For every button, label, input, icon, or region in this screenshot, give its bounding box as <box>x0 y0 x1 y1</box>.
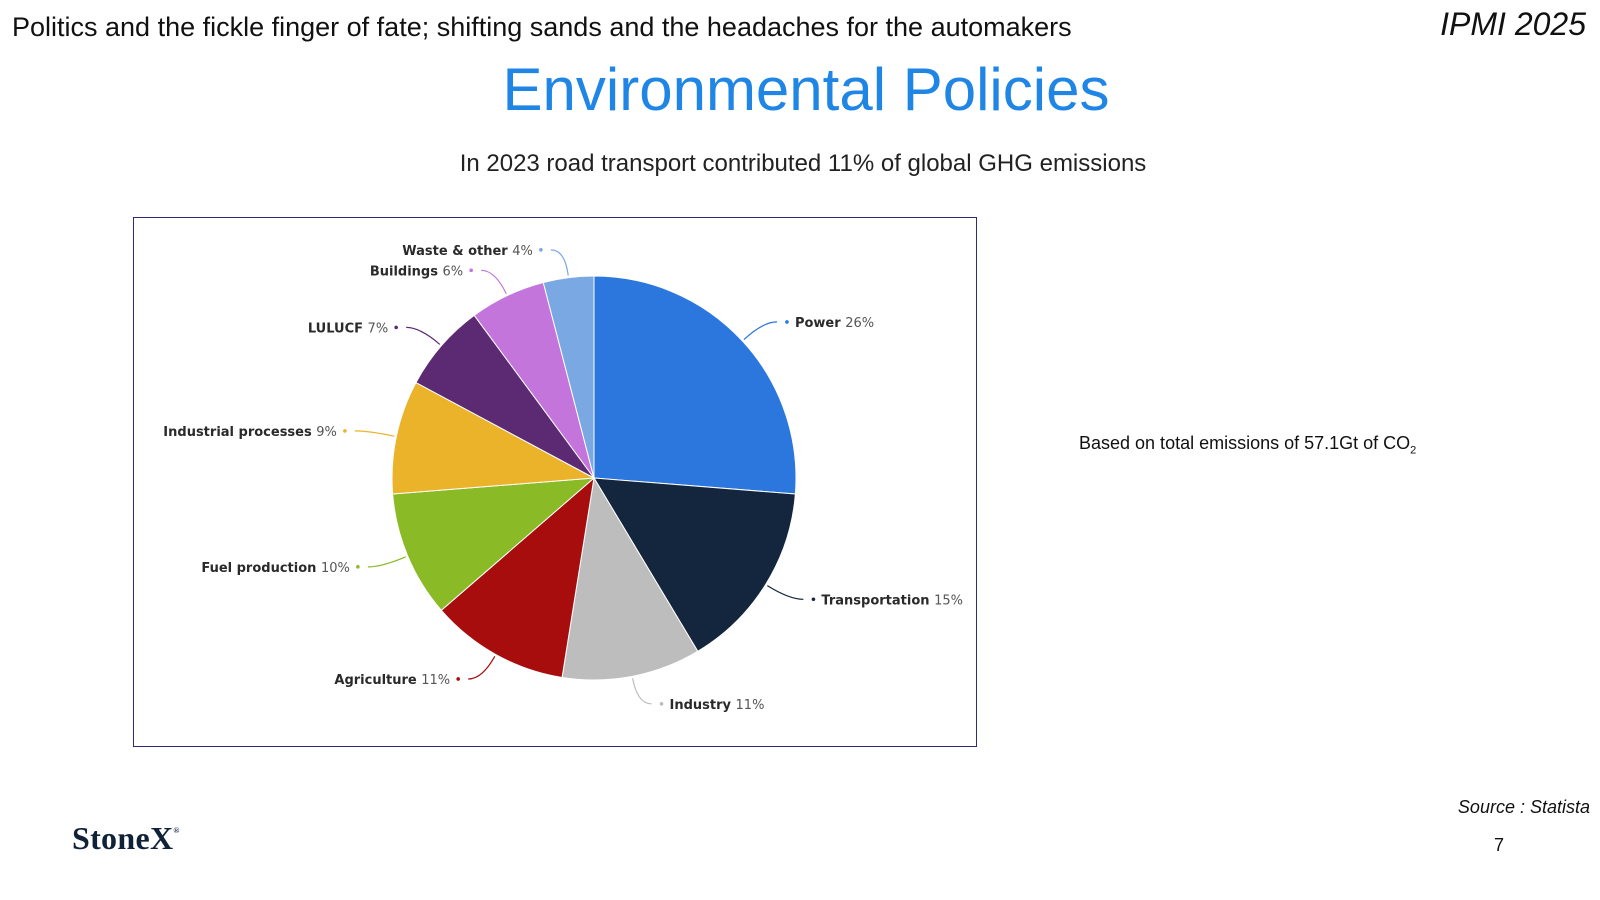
slice-label-name: Power <box>795 316 845 331</box>
label-dot-industry <box>659 702 664 706</box>
slice-label-name: Industry <box>670 698 736 713</box>
pie-slice-transportation <box>593 477 796 652</box>
slice-label-buildings: Buildings 6% <box>370 264 463 279</box>
pie-slice-fuel-production <box>392 477 596 611</box>
pie-slice-industry <box>561 476 699 681</box>
leader-line-transportation <box>766 585 804 600</box>
slice-label-value: 6% <box>443 264 464 279</box>
pie-chart: Power 26%Transportation 15%Industry 11%A… <box>163 244 963 713</box>
slice-label-value: 15% <box>934 593 963 608</box>
slice-labels: Power 26%Transportation 15%Industry 11%A… <box>163 244 963 713</box>
slice-label-name: Industrial processes <box>163 425 316 440</box>
emissions-note-text: Based on total emissions of 57.1Gt of CO <box>1079 433 1411 453</box>
pie-slice-agriculture <box>440 476 595 679</box>
slice-label-agriculture: Agriculture 11% <box>334 673 450 688</box>
leader-line-buildings <box>481 269 507 295</box>
slice-label-name: Agriculture <box>334 673 421 688</box>
label-dot-industrial-processes <box>343 429 347 433</box>
slice-label-value: 11% <box>736 698 765 713</box>
emissions-note-subscript: 2 <box>1410 444 1417 457</box>
pie-slice-industrial-processes <box>391 381 596 495</box>
slice-label-value: 26% <box>845 316 874 331</box>
stonex-logo: StoneX® <box>72 820 180 857</box>
slice-label-industry: Industry 11% <box>670 698 765 713</box>
pie-slice-waste-and-other <box>542 275 595 479</box>
slide-subtitle: In 2023 road transport contributed 11% o… <box>459 150 1147 177</box>
slice-label-value: 10% <box>321 561 350 576</box>
slice-label-fuel-production: Fuel production 10% <box>201 561 350 576</box>
leader-line-agriculture <box>468 656 496 680</box>
slice-label-value: 11% <box>421 673 450 688</box>
pie-slices <box>391 275 797 681</box>
leader-line-lulucf <box>406 326 441 345</box>
leader-line-industry <box>632 678 652 705</box>
label-dot-lulucf <box>394 325 398 330</box>
label-dot-agriculture <box>456 677 460 681</box>
slide-tagline: Politics and the fickle finger of fate; … <box>12 12 1072 42</box>
slice-label-power: Power 26% <box>795 316 874 331</box>
slice-label-lulucf: LULUCF 7% <box>308 321 388 336</box>
slice-label-waste-and-other: Waste & other 4% <box>402 244 533 259</box>
source-credit: Source : Statista <box>1457 797 1590 817</box>
event-label: IPMI 2025 <box>1440 6 1586 42</box>
logo-text: StoneX <box>72 820 174 856</box>
leader-line-waste-and-other <box>550 249 569 276</box>
emissions-note: Based on total emissions of 57.1Gt of CO… <box>1079 433 1416 457</box>
slice-label-industrial-processes: Industrial processes 9% <box>163 425 337 440</box>
label-dot-fuel-production <box>356 565 360 569</box>
leader-line-power <box>743 321 778 341</box>
slice-label-name: Waste & other <box>402 244 512 259</box>
slice-label-value: 4% <box>512 244 533 259</box>
page-number: 7 <box>1494 835 1505 855</box>
slice-label-name: Fuel production <box>201 561 321 576</box>
slice-label-name: Transportation <box>821 593 934 608</box>
pie-slice-power <box>593 275 797 495</box>
label-dot-power <box>785 320 789 324</box>
label-dot-buildings <box>469 268 473 273</box>
slice-label-transportation: Transportation 15% <box>821 593 963 608</box>
chart-frame: Power 26% Transportation 15% Industry 11% A… <box>133 217 977 747</box>
page-title: Environmental Policies <box>502 56 1110 123</box>
label-dot-transportation <box>811 597 816 602</box>
label-dot-waste-and-other <box>539 248 543 252</box>
leader-line-industrial-processes <box>354 430 395 437</box>
leader-line-fuel-production <box>367 556 407 568</box>
slice-label-value: 9% <box>316 425 337 440</box>
logo-registered-mark: ® <box>173 826 180 835</box>
slice-label-name: Buildings <box>370 264 443 279</box>
slice-label-value: 7% <box>368 321 389 336</box>
slice-label-name: LULUCF <box>308 321 368 336</box>
leader-lines <box>354 249 804 705</box>
